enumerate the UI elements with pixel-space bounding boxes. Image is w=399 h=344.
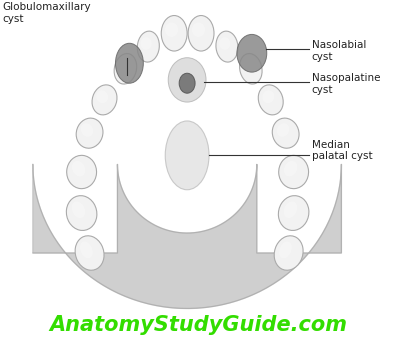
Text: Globulomaxillary
cyst: Globulomaxillary cyst [2, 2, 91, 24]
Ellipse shape [279, 241, 292, 258]
Ellipse shape [161, 15, 187, 51]
Text: AnatomyStudyGuide.com: AnatomyStudyGuide.com [49, 315, 347, 335]
Ellipse shape [75, 236, 104, 270]
Ellipse shape [67, 155, 97, 189]
Ellipse shape [243, 60, 254, 72]
Ellipse shape [165, 121, 209, 190]
Ellipse shape [96, 90, 108, 103]
Ellipse shape [239, 54, 262, 84]
Ellipse shape [66, 196, 97, 230]
Ellipse shape [284, 161, 297, 176]
Ellipse shape [284, 202, 297, 218]
Ellipse shape [192, 23, 205, 37]
Text: Median
palatal cyst: Median palatal cyst [312, 140, 372, 161]
Ellipse shape [277, 123, 289, 137]
Ellipse shape [118, 60, 129, 72]
Text: Nasopalatine
cyst: Nasopalatine cyst [312, 73, 380, 95]
Ellipse shape [165, 23, 178, 37]
Ellipse shape [81, 123, 93, 137]
Ellipse shape [279, 196, 309, 230]
Ellipse shape [279, 155, 308, 189]
Ellipse shape [72, 202, 85, 218]
Ellipse shape [137, 31, 159, 62]
Ellipse shape [272, 118, 299, 148]
Ellipse shape [274, 236, 303, 270]
Polygon shape [33, 164, 342, 309]
Ellipse shape [114, 54, 137, 84]
Ellipse shape [237, 34, 267, 72]
Ellipse shape [168, 58, 206, 102]
Ellipse shape [140, 37, 152, 50]
Ellipse shape [263, 90, 274, 103]
Ellipse shape [258, 85, 283, 115]
Ellipse shape [80, 241, 93, 258]
Ellipse shape [216, 31, 238, 62]
Ellipse shape [76, 118, 103, 148]
Ellipse shape [115, 43, 143, 83]
Ellipse shape [219, 37, 230, 50]
Ellipse shape [92, 85, 117, 115]
Ellipse shape [188, 15, 214, 51]
Text: Nasolabial
cyst: Nasolabial cyst [312, 40, 366, 62]
Ellipse shape [179, 73, 195, 93]
Ellipse shape [72, 161, 85, 176]
